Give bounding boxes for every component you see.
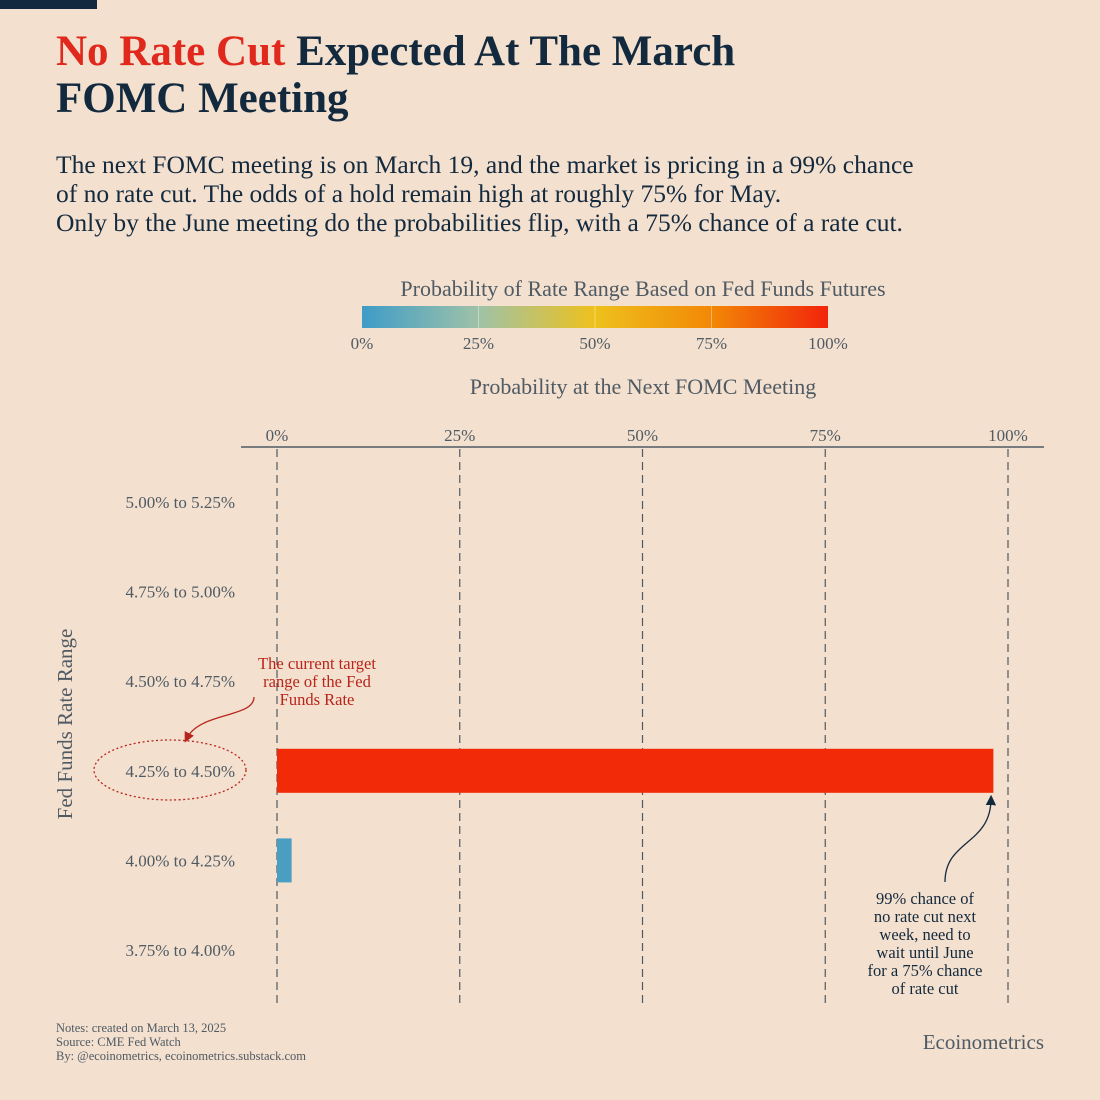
y-category-label-5: 3.75% to 4.00% — [125, 941, 235, 960]
anno-current-line-0: The current target — [258, 654, 376, 673]
colorbar-tick-label-0: 0% — [351, 334, 374, 353]
title-rest-line1: Expected At The March — [285, 28, 736, 75]
chart-title: Probability at the Next FOMC Meeting — [470, 374, 816, 399]
colorbar-tick-label-4: 100% — [808, 334, 848, 353]
anno-chance-line-2: week, need to — [879, 925, 970, 944]
anno-chance-line-4: for a 75% chance — [868, 961, 983, 980]
current-range-highlight-ellipse — [93, 739, 247, 801]
x-tick-label-1: 25% — [444, 426, 475, 445]
colorbar-ticks: 0% 25% 50% 75% 100% — [351, 306, 848, 353]
anno-chance-line-1: no rate cut next — [874, 907, 977, 926]
subtitle-line2: of no rate cut. The odds of a hold remai… — [56, 179, 782, 208]
y-category-label-2: 4.50% to 4.75% — [125, 672, 235, 691]
subtitle-line1: The next FOMC meeting is on March 19, an… — [56, 150, 914, 179]
subtitle: The next FOMC meeting is on March 19, an… — [56, 150, 1066, 237]
x-tick-label-0: 0% — [266, 426, 289, 445]
annotation-99-chance-arrow — [944, 794, 997, 883]
y-category-label-3: 4.25% to 4.50% — [125, 762, 235, 781]
brand-logo-text: Ecoinometrics — [922, 1030, 1044, 1054]
x-tick-label-2: 50% — [627, 426, 658, 445]
colorbar-tick-label-1: 25% — [463, 334, 494, 353]
page-title: No Rate Cut Expected At The March FOMC M… — [56, 28, 956, 122]
anno-chance-line-0: 99% chance of — [876, 889, 975, 908]
x-tick-labels: 0% 25% 50% 75% 100% — [266, 426, 1028, 445]
bars — [277, 748, 994, 883]
title-highlight: No Rate Cut — [56, 28, 286, 75]
anno-current-line-1: range of the Fed — [263, 672, 371, 691]
footer-by: By: @ecoinometrics, ecoinometrics.substa… — [56, 1049, 306, 1063]
annotation-current-range: The current target range of the Fed Funds … — [258, 654, 376, 709]
y-category-labels: 5.00% to 5.25% 4.75% to 5.00% 4.50% to 4.7… — [125, 493, 235, 960]
annotation-99-chance: 99% chance of no rate cut next week, need … — [868, 889, 983, 998]
y-category-label-0: 5.00% to 5.25% — [125, 493, 235, 512]
anno-chance-line-3: wait until June — [876, 943, 973, 962]
annotation-current-range-arrow — [184, 696, 255, 743]
title-line2: FOMC Meeting — [56, 75, 349, 122]
x-gridlines — [276, 449, 1009, 1004]
footer-source: Source: CME Fed Watch — [56, 1035, 181, 1049]
corner-accent-bar — [0, 0, 97, 9]
colorbar-tick-label-2: 50% — [579, 334, 610, 353]
colorbar — [362, 306, 828, 328]
y-axis-label: Fed Funds Rate Range — [53, 629, 77, 820]
x-tick-label-3: 75% — [810, 426, 841, 445]
subtitle-line3: Only by the June meeting do the probabil… — [56, 208, 903, 237]
y-category-label-4: 4.00% to 4.25% — [125, 851, 235, 870]
bar-3 — [277, 748, 994, 793]
colorbar-tick-label-3: 75% — [696, 334, 727, 353]
colorbar-title: Probability of Rate Range Based on Fed F… — [400, 276, 885, 301]
anno-chance-line-5: of rate cut — [892, 979, 959, 998]
footer-notes-date: Notes: created on March 13, 2025 — [56, 1021, 227, 1035]
x-tick-label-4: 100% — [988, 426, 1028, 445]
footer-notes: Notes: created on March 13, 2025 Source:… — [56, 1021, 306, 1063]
y-category-label-1: 4.75% to 5.00% — [125, 583, 235, 602]
anno-current-line-2: Funds Rate — [280, 690, 355, 709]
bar-4 — [277, 838, 292, 883]
